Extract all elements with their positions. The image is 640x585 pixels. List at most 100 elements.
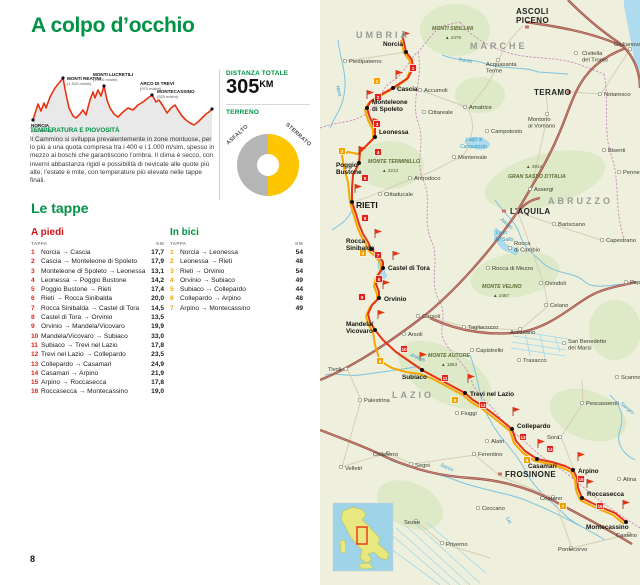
town-label: Atina bbox=[623, 477, 637, 483]
stage-route: Rieti → Orvinio bbox=[180, 267, 225, 275]
town-label: Sezze bbox=[404, 520, 420, 526]
town-label: Ceprano bbox=[540, 496, 562, 502]
town-label: Cassino bbox=[616, 533, 637, 539]
canal-grid bbox=[511, 341, 567, 351]
walk-stage-marker-number: 9 bbox=[361, 295, 364, 300]
canal-grid bbox=[510, 347, 566, 357]
stage-number: 1 bbox=[31, 249, 35, 256]
stage-row: 2 Cascia → Monteleone di Spoleto 17,9 bbox=[31, 257, 164, 266]
stage-row: 15 Arpino → Roccasecca 17,8 bbox=[31, 378, 164, 387]
profile-peak-dot bbox=[102, 84, 106, 88]
town-label: Montereale bbox=[458, 155, 487, 161]
climate-block: TEMPERATURA E PIOVOSITÀ Il Cammino si sv… bbox=[30, 127, 217, 185]
donut-hole bbox=[257, 154, 279, 176]
region-label: LAZIO bbox=[392, 390, 434, 400]
town-label: Pontecorvo bbox=[558, 547, 587, 553]
stage-number: 11 bbox=[31, 341, 38, 349]
stage-km: 33,0 bbox=[151, 332, 164, 340]
stage-km: 17,8 bbox=[151, 341, 164, 349]
stage-number: 6 bbox=[31, 295, 35, 303]
stage-number: 12 bbox=[31, 351, 39, 359]
route-town-label: Casamari bbox=[528, 463, 557, 470]
route-town-dot bbox=[373, 328, 377, 332]
town-dot bbox=[357, 397, 363, 403]
walk-stage-marker bbox=[374, 251, 382, 259]
park-area bbox=[484, 150, 606, 210]
stage-km: 14,2 bbox=[151, 276, 164, 284]
town-dot bbox=[599, 237, 605, 243]
stage-km: 20,0 bbox=[151, 295, 164, 303]
stage-flag-icon bbox=[623, 500, 630, 505]
stage-number: 4 bbox=[170, 276, 174, 284]
stage-route: Monteleone di Spoleto → Leonessa bbox=[41, 267, 146, 275]
canal-grid bbox=[385, 529, 451, 585]
town-label: di Cambio bbox=[514, 248, 540, 254]
stage-route: Cascia → Monteleone di Spoleto bbox=[41, 258, 138, 266]
stage-number: 15 bbox=[31, 379, 39, 387]
road bbox=[517, 211, 605, 242]
bike-route-line bbox=[341, 39, 625, 525]
river bbox=[469, 354, 606, 541]
town-label: del Tronto bbox=[582, 58, 608, 64]
route-town-dot bbox=[377, 296, 381, 300]
water-label: Campotosto bbox=[460, 144, 487, 150]
stage-number: 13 bbox=[31, 360, 39, 368]
canal-grid bbox=[389, 547, 441, 585]
town-label: Avezzano bbox=[510, 330, 535, 336]
canal-grid bbox=[554, 335, 561, 353]
river bbox=[331, 209, 353, 231]
bike-stage-marker bbox=[523, 456, 531, 464]
stage-km: 17,8 bbox=[151, 379, 164, 387]
town-dot bbox=[507, 245, 513, 251]
stage-row: 8 Castel di Tora → Orvinio 13,5 bbox=[31, 313, 164, 322]
town-label: Civitella bbox=[582, 51, 603, 57]
canal-grid bbox=[512, 335, 568, 345]
profile-peak-label: ARCO DI TREVI bbox=[140, 81, 174, 86]
town-dot bbox=[527, 186, 533, 192]
walking-rows: 1 Norcia → Cascia 17,7 2 Cascia → Monteleone… bbox=[31, 248, 164, 397]
stage-number: 14 bbox=[31, 369, 39, 377]
park-area bbox=[589, 300, 640, 360]
bike-stage-marker-number: 6 bbox=[526, 458, 529, 463]
park-area bbox=[549, 388, 627, 442]
left-column: A colpo d’occhio NORCIA (600 m/slm) MONTI … bbox=[30, 14, 312, 564]
town-label: Montorio bbox=[528, 117, 551, 123]
route-town-dot bbox=[369, 247, 373, 251]
profile-peak-label: MONTECASSINO bbox=[157, 89, 195, 94]
town-dot bbox=[579, 400, 585, 406]
stage-row: 1 Norcia → Cascia 17,7 bbox=[31, 248, 164, 257]
town-label: Barisciano bbox=[558, 222, 585, 228]
route-town-dot bbox=[510, 427, 514, 431]
route-town-label: Trevi nel Lazio bbox=[470, 391, 514, 398]
water-label: Aniene bbox=[408, 352, 426, 364]
profile-peak-dot bbox=[31, 118, 35, 122]
peak-elevation: ▲ 2914 bbox=[526, 164, 542, 169]
town-dot bbox=[421, 109, 427, 115]
route-town-dot bbox=[420, 368, 424, 372]
terrain-label: TERRENO bbox=[226, 109, 260, 116]
stage-number: 16 bbox=[31, 388, 39, 396]
walk-stage-marker bbox=[358, 293, 366, 301]
motorway-center bbox=[319, 429, 633, 545]
inset-sardinia bbox=[339, 539, 347, 554]
profile-peak-dot bbox=[210, 107, 214, 111]
town-label: Rocca di Mezzo bbox=[492, 266, 533, 272]
stage-km: 48 bbox=[295, 258, 303, 266]
water-label: del Salto bbox=[494, 237, 514, 243]
town-dot bbox=[517, 326, 523, 332]
town-label: Cittareale bbox=[428, 110, 453, 116]
town-dot bbox=[454, 410, 460, 416]
motorway-center bbox=[429, 281, 637, 334]
route-town-dot bbox=[381, 266, 385, 270]
stage-km: 24,9 bbox=[151, 360, 164, 368]
town-label: Arsoli bbox=[408, 332, 423, 338]
stage-km: 17,4 bbox=[151, 286, 164, 294]
town-label: Palestrina bbox=[364, 398, 391, 404]
stage-km: 49 bbox=[295, 276, 303, 284]
town-label: Pescasseroli bbox=[586, 401, 619, 407]
stage-row: 10 Mandela/Vicovaro → Subiaco 33,0 bbox=[31, 332, 164, 341]
water-label: Lago di bbox=[466, 137, 483, 143]
stage-row: 3 Monteleone di Spoleto → Leonessa 13,1 bbox=[31, 267, 164, 276]
walk-stage-marker bbox=[519, 433, 527, 441]
stage-flag-icon bbox=[513, 407, 520, 412]
